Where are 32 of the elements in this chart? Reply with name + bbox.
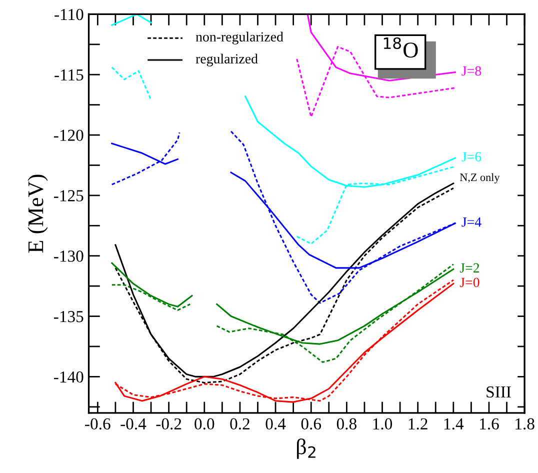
y-tick-label: -115 (54, 69, 84, 81)
annotation: $^{18}$O (384, 37, 418, 58)
x-tick-label: 0.8 (336, 418, 356, 430)
y-tick-label: -120 (54, 130, 84, 141)
x-axis-title: β$_{2}$ (296, 438, 316, 459)
x-tick-label: 1.0 (373, 418, 392, 430)
series-label: J=6 (462, 152, 482, 162)
y-tick-label: -125 (54, 190, 84, 202)
x-tick-label: 0.6 (301, 418, 322, 430)
series-label: J=8 (462, 66, 482, 76)
x-tick-label: 1.2 (408, 418, 428, 430)
x-tick-label: 0.0 (194, 418, 214, 430)
x-tick-label: -0.6 (85, 418, 110, 430)
series-label: J=2 (460, 263, 480, 273)
annotation: non-regularized (196, 32, 284, 44)
y-tick-label: -130 (54, 250, 84, 262)
y-tick-label: -140 (54, 371, 84, 383)
y-tick-label: -135 (54, 311, 84, 322)
y-axis-title: E (MeV) (28, 174, 48, 253)
x-tick-label: 1.4 (444, 418, 464, 430)
x-tick-label: -0.4 (120, 418, 146, 430)
x-tick-label: 1.6 (480, 418, 499, 430)
x-tick-label: 1.8 (516, 418, 534, 430)
series-label: J=4 (462, 217, 482, 227)
x-tick-label: 0.2 (230, 418, 250, 430)
x-tick-label: 0.4 (266, 418, 286, 430)
x-tick-label: -0.2 (156, 418, 182, 430)
annotation: SIII (486, 386, 511, 398)
y-tick-label: -110 (54, 8, 84, 20)
series-label: N,Z only (460, 173, 500, 184)
annotation: regularized (196, 54, 258, 66)
series-label: J=0 (460, 278, 480, 288)
